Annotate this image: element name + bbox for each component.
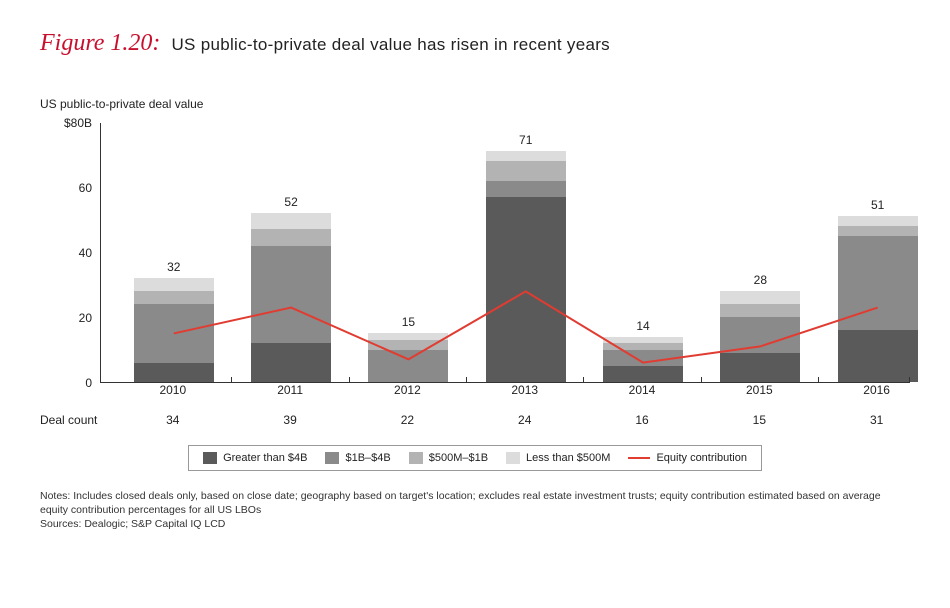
x-tick-mark bbox=[909, 377, 910, 383]
deal-count-row: Deal count 34392224161531 bbox=[40, 413, 910, 433]
figure-title-text: US public-to-private deal value has rise… bbox=[171, 35, 610, 54]
deal-count-value: 15 bbox=[719, 413, 799, 427]
legend-item: Greater than $4B bbox=[203, 452, 307, 464]
x-tick-mark bbox=[349, 377, 350, 383]
bar-segment bbox=[720, 304, 800, 317]
sources-text: Sources: Dealogic; S&P Capital IQ LCD bbox=[40, 517, 910, 531]
x-tick-mark bbox=[818, 377, 819, 383]
x-tick-label: 2012 bbox=[367, 383, 447, 397]
deal-count-value: 16 bbox=[602, 413, 682, 427]
chart-subtitle: US public-to-private deal value bbox=[40, 97, 910, 111]
x-tick-label: 2013 bbox=[485, 383, 565, 397]
bar-segment bbox=[251, 229, 331, 245]
bar-column: 28 bbox=[720, 291, 800, 382]
deal-count-value: 34 bbox=[133, 413, 213, 427]
figure-number: Figure 1.20: bbox=[40, 30, 160, 56]
x-tick-label: 2015 bbox=[719, 383, 799, 397]
x-tick-mark bbox=[466, 377, 467, 383]
bar-segment bbox=[251, 213, 331, 229]
y-tick-label: $80B bbox=[64, 116, 92, 130]
bar-segment bbox=[251, 343, 331, 382]
legend-swatch bbox=[325, 452, 339, 464]
x-tick-label: 2010 bbox=[133, 383, 213, 397]
legend-swatch bbox=[409, 452, 423, 464]
bar-segment bbox=[134, 363, 214, 383]
bar-column: 32 bbox=[134, 278, 214, 382]
x-tick-label: 2011 bbox=[250, 383, 330, 397]
bar-segment bbox=[486, 197, 566, 382]
figure-title: Figure 1.20: US public-to-private deal v… bbox=[40, 30, 910, 57]
x-tick-label: 2014 bbox=[602, 383, 682, 397]
x-tick-mark bbox=[231, 377, 232, 383]
x-tick-mark bbox=[100, 377, 101, 383]
bar-column: 15 bbox=[368, 333, 448, 382]
bar-segment bbox=[838, 216, 918, 226]
bar-segment bbox=[134, 278, 214, 291]
bar-segment bbox=[486, 161, 566, 181]
y-axis: 0204060$80B bbox=[40, 123, 100, 383]
bar-segment bbox=[720, 317, 800, 353]
legend-label: $500M–$1B bbox=[429, 452, 488, 464]
bar-column: 14 bbox=[603, 337, 683, 383]
bar-segment bbox=[251, 246, 331, 344]
bar-segment bbox=[486, 151, 566, 161]
legend-item: Equity contribution bbox=[628, 452, 747, 464]
deal-count-label: Deal count bbox=[40, 413, 97, 427]
y-tick-label: 60 bbox=[79, 181, 92, 195]
y-tick-label: 0 bbox=[85, 376, 92, 390]
y-tick-label: 20 bbox=[79, 311, 92, 325]
notes-text: Notes: Includes closed deals only, based… bbox=[40, 489, 910, 517]
bar-segment bbox=[838, 330, 918, 382]
bar-segment bbox=[838, 226, 918, 236]
deal-count-value: 31 bbox=[837, 413, 917, 427]
plot-area: 51281471155232 bbox=[100, 123, 910, 383]
legend-label: Equity contribution bbox=[656, 452, 747, 464]
bar-segment bbox=[368, 350, 448, 383]
deal-count-value: 22 bbox=[367, 413, 447, 427]
x-axis-labels: 2010201120122013201420152016 bbox=[100, 383, 910, 407]
bar-total-label: 28 bbox=[720, 273, 800, 287]
x-tick-mark bbox=[583, 377, 584, 383]
bar-segment bbox=[134, 291, 214, 304]
legend-item: $1B–$4B bbox=[325, 452, 390, 464]
legend-item: $500M–$1B bbox=[409, 452, 488, 464]
bar-segment bbox=[368, 340, 448, 350]
legend-label: $1B–$4B bbox=[345, 452, 390, 464]
legend: Greater than $4B $1B–$4B $500M–$1B Less tha… bbox=[188, 445, 762, 471]
deal-count-value: 24 bbox=[485, 413, 565, 427]
bar-total-label: 14 bbox=[603, 319, 683, 333]
bar-total-label: 51 bbox=[838, 198, 918, 212]
bar-total-label: 71 bbox=[486, 133, 566, 147]
x-tick-label: 2016 bbox=[837, 383, 917, 397]
bar-segment bbox=[603, 366, 683, 382]
deal-count-value: 39 bbox=[250, 413, 330, 427]
bar-total-label: 15 bbox=[368, 315, 448, 329]
bar-segment bbox=[838, 236, 918, 330]
bar-total-label: 32 bbox=[134, 260, 214, 274]
bar-column: 51 bbox=[838, 216, 918, 382]
bar-segment bbox=[486, 181, 566, 197]
bar-column: 71 bbox=[486, 151, 566, 382]
bar-segment bbox=[603, 350, 683, 366]
legend-swatch bbox=[506, 452, 520, 464]
legend-swatch bbox=[203, 452, 217, 464]
x-tick-mark bbox=[701, 377, 702, 383]
legend-item: Less than $500M bbox=[506, 452, 610, 464]
bar-segment bbox=[134, 304, 214, 363]
bar-column: 52 bbox=[251, 213, 331, 382]
legend-label: Less than $500M bbox=[526, 452, 610, 464]
legend-line-swatch bbox=[628, 457, 650, 459]
footer-notes: Notes: Includes closed deals only, based… bbox=[40, 489, 910, 532]
bar-segment bbox=[720, 291, 800, 304]
legend-label: Greater than $4B bbox=[223, 452, 307, 464]
bar-segment bbox=[720, 353, 800, 382]
y-tick-label: 40 bbox=[79, 246, 92, 260]
bar-total-label: 52 bbox=[251, 195, 331, 209]
chart-area: 0204060$80B 51281471155232 2010201120122… bbox=[40, 123, 910, 433]
